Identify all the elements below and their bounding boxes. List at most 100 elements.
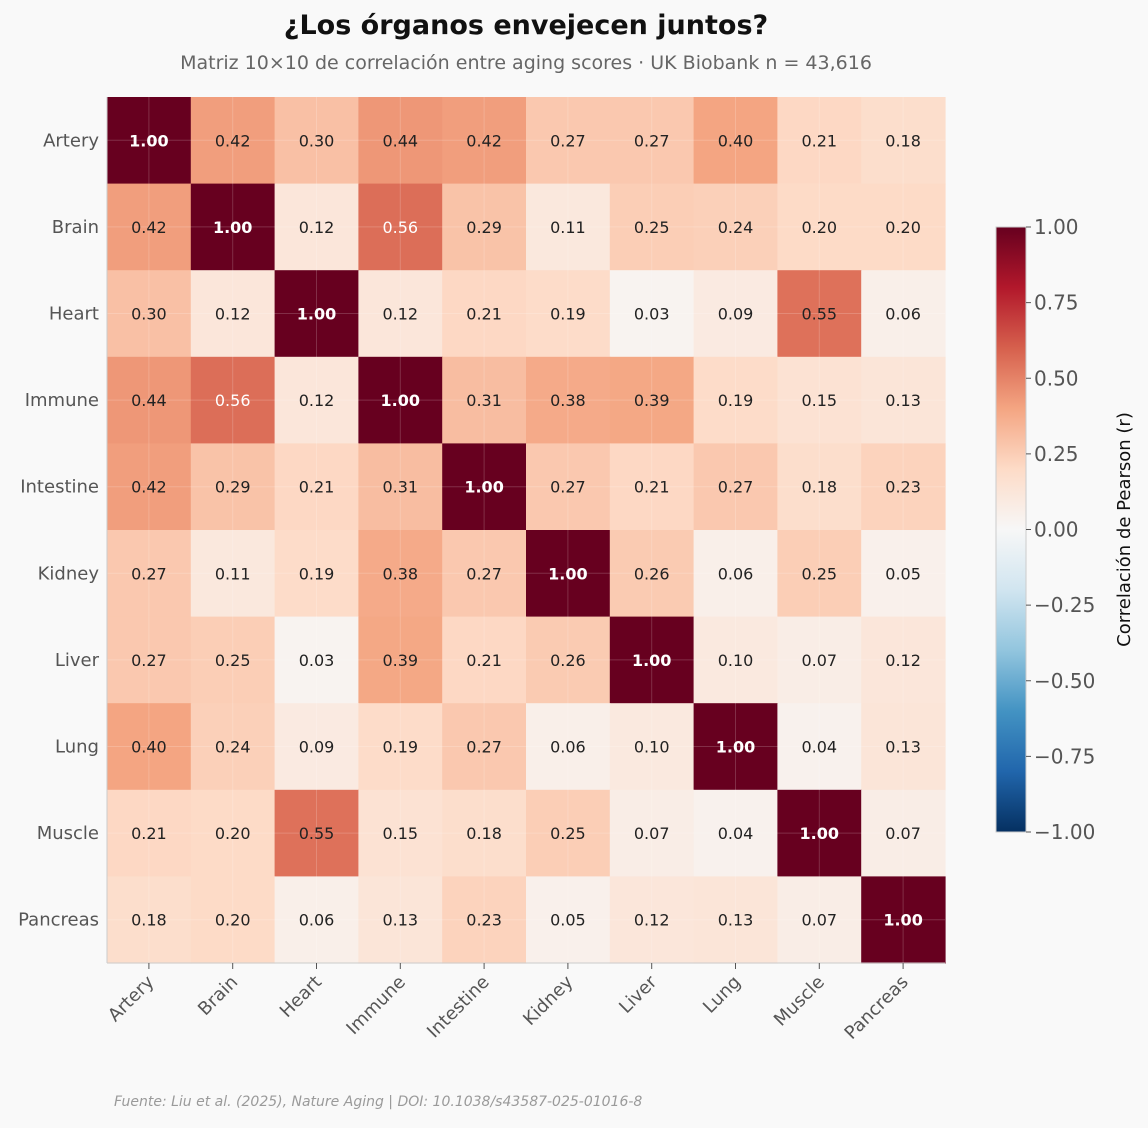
x-tick-label: Brain: [194, 972, 242, 1020]
grid-lines: [107, 97, 945, 963]
colorbar-tick-label: 0.25: [1034, 442, 1079, 466]
cell-value-label: 0.29: [466, 218, 502, 237]
cell-value-label: 0.27: [466, 564, 502, 583]
cell-value-label: 0.21: [131, 824, 167, 843]
y-tick-label: Pancreas: [18, 910, 99, 931]
cell-value-label: 0.21: [634, 478, 670, 497]
heatmap-cell: [526, 789, 611, 877]
cell-value-label: 0.27: [550, 131, 586, 150]
cell-value-label: 0.40: [718, 131, 754, 150]
y-tick-label: Lung: [55, 737, 99, 758]
colorbar-gradient: [995, 226, 1027, 833]
cell-value-label: 0.12: [299, 218, 335, 237]
colorbar-tick-label: 0.00: [1034, 518, 1079, 542]
y-tick-label: Brain: [52, 217, 99, 238]
heatmap-cell: [442, 97, 527, 185]
x-tick-label: Immune: [342, 972, 409, 1039]
heatmap-cell: [526, 183, 611, 271]
cell-value-label: 0.07: [885, 824, 921, 843]
cell-value-label: 0.15: [382, 824, 418, 843]
cell-value-label: 0.06: [299, 911, 335, 930]
cell-value-label: 0.44: [382, 131, 418, 150]
cell-value-label: 0.25: [634, 218, 670, 237]
heatmap-cell: [107, 356, 192, 444]
cell-value-label: 0.03: [299, 651, 335, 670]
cell-value-label: 0.12: [382, 305, 418, 324]
heatmap-cell: [190, 183, 276, 271]
cell-value-labels: 1.00 0.42 0.30 0.44 0.42 0.27 0.27 0.40 0.21 0.18…: [129, 131, 923, 929]
cell-value-label: 0.56: [382, 218, 418, 237]
cell-value-label: 0.42: [131, 218, 167, 237]
cell-value-label: 0.10: [634, 738, 670, 757]
cell-value-label: 0.12: [885, 651, 921, 670]
heatmap-cell: [274, 443, 359, 531]
heatmap-cell: [442, 703, 527, 791]
cell-value-label: 0.20: [215, 911, 251, 930]
cell-value-label: 0.19: [382, 738, 418, 757]
source-footnote: Fuente: Liu et al. (2025), Nature Aging …: [114, 1094, 643, 1110]
heatmap-cell: [609, 876, 695, 964]
heatmap-cell: [274, 703, 359, 791]
heatmap-cell: [693, 616, 778, 704]
cell-value-label: 0.13: [718, 911, 754, 930]
heatmap-cell: [861, 703, 946, 791]
colorbar-tick-label: −0.25: [1034, 593, 1095, 617]
heatmap-cell: [107, 703, 192, 791]
heatmap-cell: [190, 356, 276, 444]
y-tick-label: Liver: [55, 650, 100, 671]
y-tick-label: Immune: [25, 390, 99, 411]
cell-value-label: 0.39: [382, 651, 418, 670]
colorbar-tick-label: −0.50: [1034, 669, 1095, 693]
cell-value-label: 0.19: [299, 564, 335, 583]
heatmap-cell: [693, 270, 778, 358]
cell-value-label: 0.30: [131, 305, 167, 324]
heatmap-cell: [274, 183, 359, 271]
cell-value-label: 0.38: [382, 564, 418, 583]
cell-value-label: 0.21: [299, 478, 335, 497]
heatmap-cell: [777, 270, 862, 358]
colorbar-tick-label: 0.75: [1034, 291, 1079, 315]
x-tick-label: Intestine: [423, 972, 494, 1043]
cell-value-label: 0.55: [299, 824, 335, 843]
chart-subtitle: Matriz 10×10 de correlación entre aging …: [180, 52, 872, 74]
cell-value-label: 0.19: [718, 391, 754, 410]
cell-value-label: 1.00: [883, 911, 922, 930]
cell-value-label: 0.44: [131, 391, 167, 410]
cell-value-label: 0.42: [466, 131, 502, 150]
heatmap-cell: [693, 876, 778, 964]
cell-value-label: 0.27: [634, 131, 670, 150]
colorbar: 1.00 0.75 0.50 0.25 0.00 −0.25 −0.50 −0.75 −1.00…: [995, 215, 1135, 844]
cell-value-label: 0.09: [718, 305, 754, 324]
heatmap-cell: [358, 616, 443, 704]
cell-value-label: 0.24: [718, 218, 754, 237]
heatmap-cell: [777, 183, 862, 271]
cell-value-label: 0.10: [718, 651, 754, 670]
heatmap-cell: [358, 270, 443, 358]
x-tick-label: Muscle: [770, 972, 829, 1031]
heatmap-cell: [777, 703, 862, 791]
cell-value-label: 0.18: [131, 911, 167, 930]
cell-value-label: 0.03: [634, 305, 670, 324]
heatmap-cell: [777, 356, 862, 444]
cell-value-label: 0.04: [718, 824, 754, 843]
cell-value-label: 0.31: [382, 478, 418, 497]
cell-value-label: 0.27: [131, 651, 167, 670]
cell-value-label: 0.25: [550, 824, 586, 843]
cell-value-label: 0.56: [215, 391, 251, 410]
heatmap-cell: [107, 789, 192, 877]
heatmap-cell: [777, 97, 862, 185]
x-tick-label: Liver: [615, 971, 661, 1017]
heatmap-cell: [861, 789, 946, 877]
cell-value-label: 0.12: [299, 391, 335, 410]
cell-value-label: 0.05: [550, 911, 586, 930]
heatmap-cell: [609, 616, 695, 704]
cell-value-label: 0.06: [718, 564, 754, 583]
heatmap-cell: [693, 703, 778, 791]
cell-value-label: 0.06: [885, 305, 921, 324]
heatmap-cell: [526, 616, 611, 704]
heatmap-cell: [609, 183, 695, 271]
cell-value-label: 0.18: [885, 131, 921, 150]
heatmap-cell: [861, 356, 946, 444]
heatmap-cell: [358, 789, 443, 877]
heatmap-cell: [777, 789, 862, 877]
